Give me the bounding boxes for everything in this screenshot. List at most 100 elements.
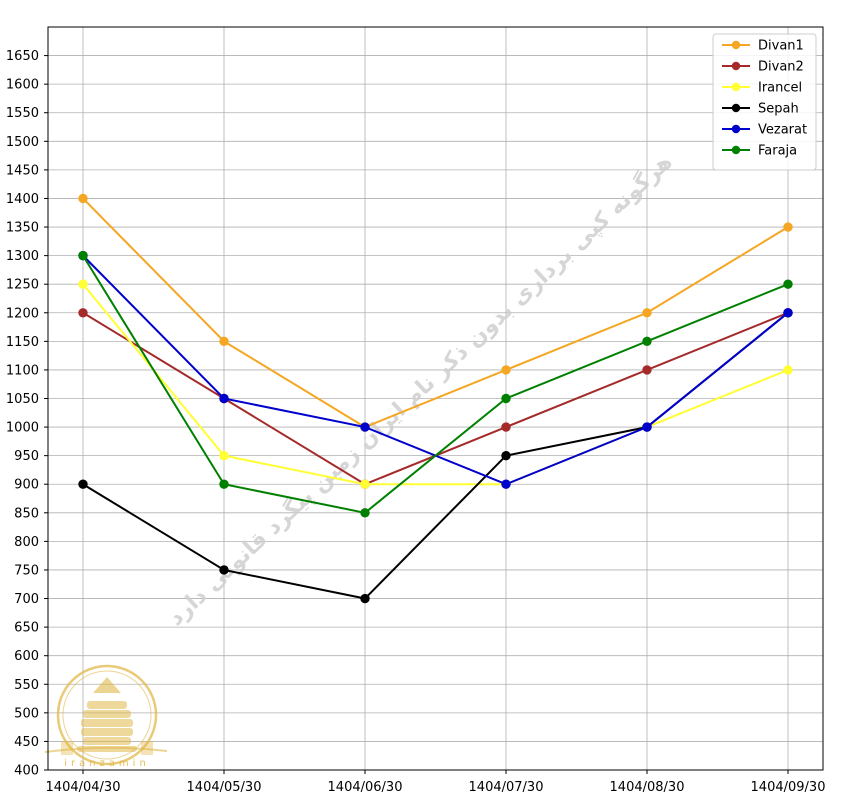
series-faraja <box>78 250 793 518</box>
series-layer <box>78 193 793 604</box>
y-tick-label: 600 <box>14 649 39 664</box>
data-point-irancel <box>360 479 370 489</box>
y-tick-label: 700 <box>14 592 39 607</box>
logo-building-segment <box>87 701 127 709</box>
data-point-faraja <box>360 508 370 518</box>
y-tick-label: 1200 <box>6 306 39 321</box>
logo-building-segment <box>83 710 131 718</box>
logo-side-building-left <box>61 741 73 755</box>
legend-item: Irancel <box>722 81 802 96</box>
data-point-irancel <box>219 450 229 461</box>
data-point-divan2 <box>78 308 88 318</box>
data-point-faraja <box>783 279 793 289</box>
data-point-irancel <box>783 365 793 375</box>
legend-item: Sepah <box>722 102 799 117</box>
x-tick-label: 1404/09/30 <box>751 780 826 795</box>
data-point-vezarat <box>219 393 229 404</box>
y-tick-label: 550 <box>14 678 39 693</box>
y-tick-label: 1400 <box>6 192 39 207</box>
logo-inner-ring <box>62 670 152 760</box>
data-point-sepah <box>78 479 88 489</box>
legend-marker-swatch <box>731 103 741 113</box>
legend-item: Vezarat <box>722 123 807 138</box>
legend-label: Divan2 <box>758 60 804 75</box>
logo-roof <box>93 677 121 693</box>
legend-item: Divan2 <box>722 60 804 75</box>
y-tick-label: 900 <box>14 478 39 493</box>
y-tick-label: 1100 <box>6 363 39 378</box>
y-tick-label: 450 <box>14 735 39 750</box>
legend-item: Faraja <box>722 144 797 159</box>
legend-marker-swatch <box>731 145 741 155</box>
logo-swoosh <box>44 746 168 753</box>
watermark: هرگونه کپی برداری بدون ذکر نام ایران زمی… <box>44 148 677 769</box>
y-tick-label: 1650 <box>6 49 39 64</box>
legend-marker-swatch <box>731 61 741 71</box>
x-tick-label: 1404/07/30 <box>469 780 544 795</box>
logo-building-segment <box>81 719 133 727</box>
logo-ring <box>56 664 158 766</box>
data-point-irancel <box>78 279 88 289</box>
data-point-faraja <box>78 250 88 261</box>
y-tick-label: 1450 <box>6 163 39 178</box>
y-tick-label: 1250 <box>6 278 39 293</box>
iranzamin-logo: iranzamin <box>44 664 168 769</box>
legend-label: Vezarat <box>758 123 807 138</box>
legend-marker-swatch <box>731 40 741 50</box>
data-point-divan2 <box>642 365 652 375</box>
y-tick-label: 1000 <box>6 421 39 436</box>
legend-label: Divan1 <box>758 39 804 54</box>
legend-label: Sepah <box>758 102 799 117</box>
y-tick-label: 1550 <box>6 106 39 121</box>
data-point-sepah <box>360 593 370 604</box>
logo-building-segment <box>81 728 133 736</box>
data-point-faraja <box>642 336 652 347</box>
y-tick-label: 1150 <box>6 335 39 350</box>
data-point-vezarat <box>783 308 793 318</box>
data-point-divan1 <box>501 365 511 375</box>
y-tick-label: 1350 <box>6 221 39 236</box>
data-point-divan2 <box>501 422 511 432</box>
legend-label: Irancel <box>758 81 802 96</box>
legend-marker-swatch <box>731 124 741 134</box>
data-point-sepah <box>501 450 511 461</box>
series-line-divan1 <box>82 197 789 429</box>
legend-item: Divan1 <box>722 39 804 54</box>
series-line-irancel <box>82 283 789 486</box>
data-point-faraja <box>219 479 229 489</box>
logo-text: iranzamin <box>64 758 150 769</box>
x-tick-label: 1404/08/30 <box>610 780 685 795</box>
data-point-divan1 <box>783 222 793 232</box>
data-point-divan1 <box>642 308 652 318</box>
y-tick-label: 500 <box>14 706 39 721</box>
series-line-faraja <box>82 255 789 514</box>
logo-building-segment <box>83 737 131 745</box>
data-point-vezarat <box>360 422 370 432</box>
data-point-sepah <box>219 565 229 575</box>
y-tick-label: 1500 <box>6 135 39 150</box>
logo-side-building-right <box>141 741 153 755</box>
legend-label: Faraja <box>758 144 797 159</box>
legend-marker-swatch <box>731 82 741 92</box>
legend: Divan1 Divan2 Irancel Sepah Vezarat Faraja <box>712 33 817 171</box>
y-tick-label: 1050 <box>6 392 39 407</box>
y-axis-ticks: 400 450 500 550 600 650 700 750 800 850 900 950 1000… <box>6 49 48 779</box>
y-tick-label: 950 <box>14 449 39 464</box>
y-tick-label: 800 <box>14 535 39 550</box>
data-point-divan1 <box>219 336 229 347</box>
x-tick-label: 1404/06/30 <box>328 780 403 795</box>
data-point-divan1 <box>78 193 88 204</box>
data-point-faraja <box>501 393 511 404</box>
y-tick-label: 850 <box>14 506 39 521</box>
x-axis-ticks: 1404/04/30 1404/05/30 1404/06/30 1404/07/30… <box>46 770 826 795</box>
y-tick-label: 650 <box>14 621 39 636</box>
y-tick-label: 400 <box>14 764 39 779</box>
data-point-vezarat <box>501 479 511 489</box>
y-tick-label: 1600 <box>6 78 39 93</box>
y-tick-label: 1300 <box>6 249 39 264</box>
data-point-vezarat <box>642 422 652 432</box>
x-tick-label: 1404/05/30 <box>187 780 262 795</box>
y-tick-label: 750 <box>14 563 39 578</box>
x-tick-label: 1404/04/30 <box>46 780 121 795</box>
